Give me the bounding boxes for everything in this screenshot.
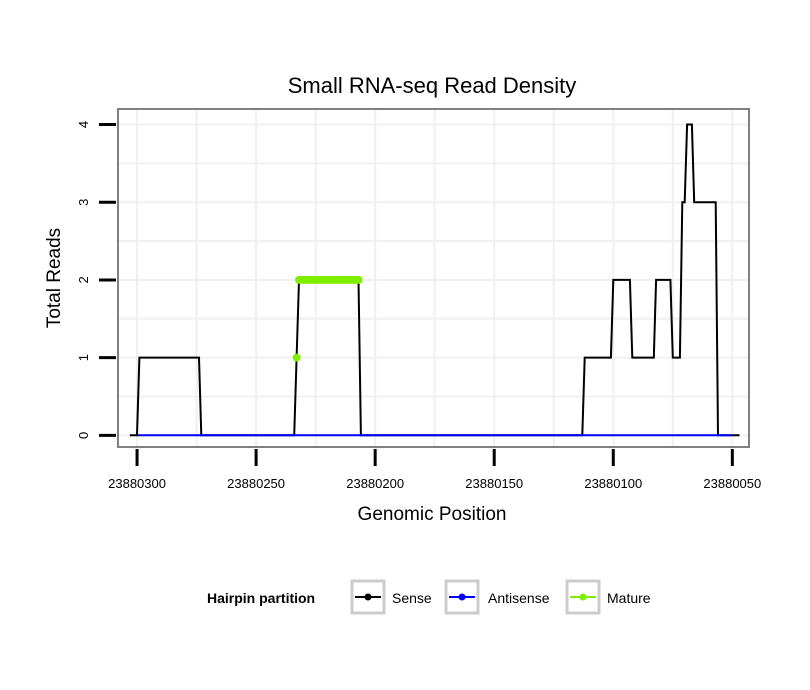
y-axis-label: Total Reads [44, 228, 65, 328]
legend: Hairpin partition Sense Antisense Mature [207, 579, 651, 615]
x-tick-label: 23880250 [227, 476, 285, 491]
legend-label-mature: Mature [607, 590, 651, 606]
mature-point [292, 353, 301, 362]
x-tick-label: 23880050 [703, 476, 761, 491]
y-tick-label: 4 [76, 121, 91, 128]
grid-layer [118, 109, 749, 447]
y-tick-label: 0 [76, 432, 91, 439]
x-tick-label: 23880150 [465, 476, 523, 491]
legend-key-point [364, 593, 372, 601]
x-axis-label: Genomic Position [358, 504, 507, 525]
x-tick-label: 23880100 [584, 476, 642, 491]
y-tick-label: 1 [76, 354, 91, 361]
legend-label-antisense: Antisense [488, 590, 550, 606]
legend-title: Hairpin partition [207, 590, 315, 606]
series-layer [129, 123, 740, 437]
legend-key-point [579, 593, 587, 601]
x-tick-label: 23880300 [108, 476, 166, 491]
legend-label-sense: Sense [392, 590, 432, 606]
mature-point [354, 275, 363, 284]
series-line-sense [129, 123, 740, 437]
y-tick-label: 2 [76, 276, 91, 283]
plot-background [118, 109, 749, 447]
chart-title: Small RNA-seq Read Density [288, 73, 577, 98]
legend-key-point [458, 593, 466, 601]
y-tick-label: 3 [76, 199, 91, 206]
x-tick-label: 23880200 [346, 476, 404, 491]
axis-layer: 23880300 23880250 23880200 23880150 23880100… [76, 121, 761, 491]
plot-border [117, 108, 750, 448]
